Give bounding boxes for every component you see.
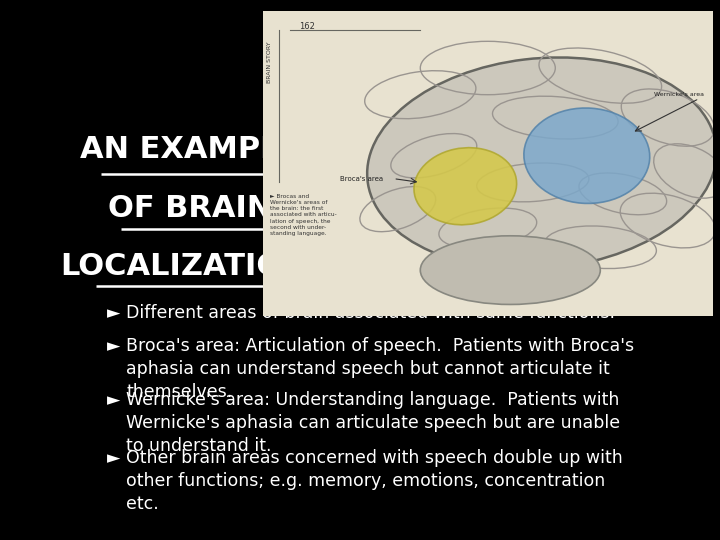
Text: Wernicke's area: Understanding language.  Patients with
Wernicke's aphasia can a: Wernicke's area: Understanding language.… — [126, 391, 621, 455]
Ellipse shape — [524, 108, 649, 204]
Text: Other brain areas concerned with speech double up with
other functions; e.g. mem: Other brain areas concerned with speech … — [126, 449, 623, 513]
Text: Broca's area: Articulation of speech.  Patients with Broca's
aphasia can underst: Broca's area: Articulation of speech. Pa… — [126, 337, 634, 401]
Text: AN EXAMPLE: AN EXAMPLE — [81, 136, 300, 165]
Ellipse shape — [420, 236, 600, 305]
Text: ► Brocas and
Wernicke's areas of
the brain: the first
associated with articu-
la: ► Brocas and Wernicke's areas of the bra… — [269, 194, 336, 236]
Text: Broca's area: Broca's area — [341, 176, 383, 181]
Text: ►: ► — [107, 304, 120, 322]
Text: BRAIN STORY: BRAIN STORY — [267, 41, 272, 83]
Text: ►: ► — [107, 449, 120, 468]
Text: LOCALIZATION:: LOCALIZATION: — [60, 252, 320, 281]
Text: Wernicke's area: Wernicke's area — [654, 92, 704, 97]
Text: ►: ► — [107, 391, 120, 409]
Text: ►: ► — [107, 337, 120, 355]
Text: Different areas of brain associated with same functions.: Different areas of brain associated with… — [126, 304, 616, 322]
Text: OF BRAIN: OF BRAIN — [108, 194, 273, 222]
Ellipse shape — [414, 147, 517, 225]
Text: 162: 162 — [299, 22, 315, 31]
Ellipse shape — [367, 57, 716, 269]
